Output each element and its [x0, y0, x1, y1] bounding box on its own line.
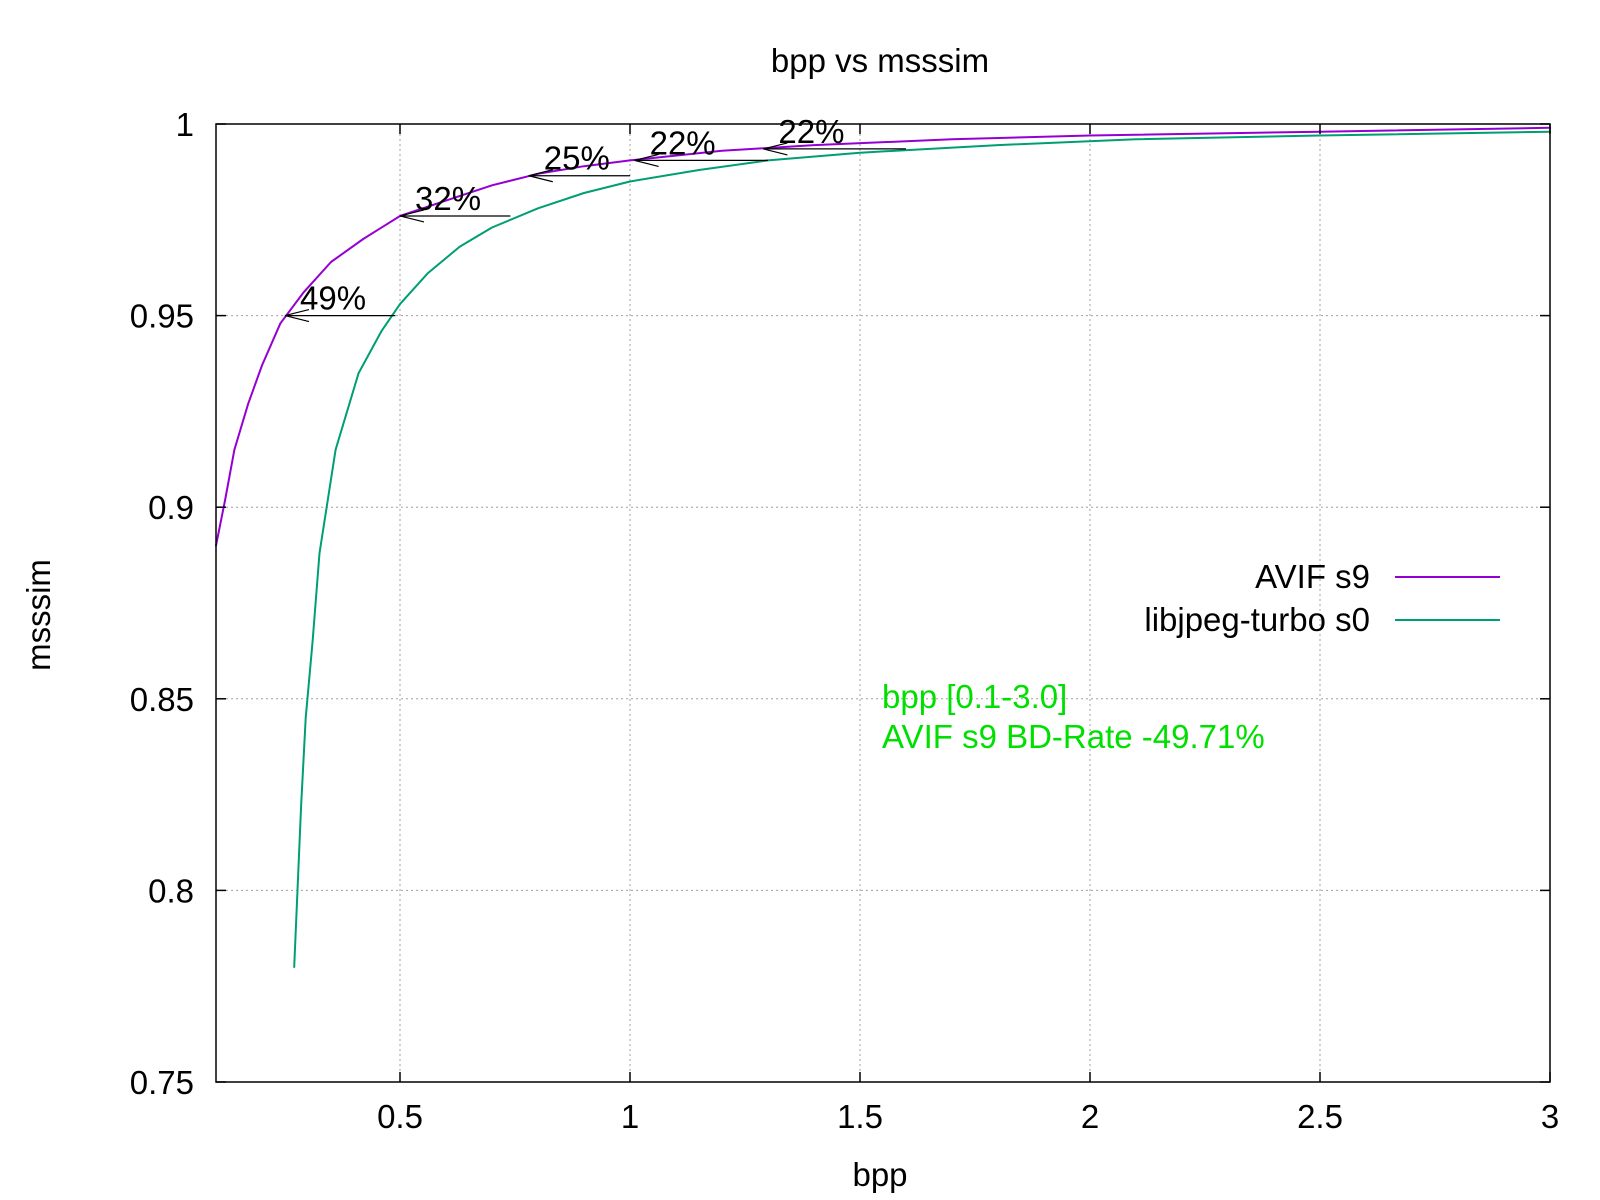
y-tick-label: 0.85	[130, 681, 194, 718]
annotation-4: 22%	[763, 113, 906, 156]
ticks-layer: 0.5 1 1.5 2 2.5 3 0.75 0.8 0.85 0.9 0.95 1	[130, 106, 1559, 1135]
bd-rate-note: bpp [0.1-3.0] AVIF s9 BD-Rate -49.71%	[882, 678, 1265, 755]
annotation-layer: 49% 32% 25% 22% 22%	[284, 113, 906, 323]
series-line-0	[215, 126, 1551, 547]
annotation-label: 32%	[415, 180, 481, 217]
plot-frame	[215, 123, 1551, 1083]
annotation-arrowhead	[528, 169, 553, 183]
y-tick-label: 0.8	[148, 872, 194, 909]
x-tick-label: 1.5	[837, 1098, 883, 1135]
annotation-2: 25%	[528, 140, 630, 183]
x-tick-label: 1	[621, 1098, 639, 1135]
annotation-label: 25%	[544, 140, 610, 177]
y-tick-label: 1	[176, 106, 194, 143]
annotation-arrowhead	[634, 153, 659, 167]
annotation-1: 32%	[399, 180, 511, 223]
legend: AVIF s9 libjpeg-turbo s0	[1144, 558, 1500, 638]
annotation-0: 49%	[284, 280, 396, 323]
grid-layer	[216, 124, 1550, 1082]
chart-title: bpp vs msssim	[771, 42, 989, 79]
annotation-arrowhead	[284, 309, 310, 323]
legend-label-avif: AVIF s9	[1255, 558, 1370, 595]
annotation-arrowhead	[763, 142, 788, 156]
annotation-label: 22%	[650, 124, 716, 161]
legend-label-libjpeg: libjpeg-turbo s0	[1144, 601, 1370, 638]
y-tick-label: 0.9	[148, 489, 194, 526]
x-tick-label: 2	[1081, 1098, 1099, 1135]
note-bpp-range: bpp [0.1-3.0]	[882, 678, 1067, 715]
x-tick-label: 0.5	[377, 1098, 423, 1135]
y-axis-title: msssim	[20, 559, 57, 671]
series-layer	[215, 126, 1551, 968]
y-tick-label: 0.95	[130, 298, 194, 335]
annotation-label: 49%	[300, 280, 366, 317]
annotation-3: 22%	[634, 124, 768, 167]
y-tick-label: 0.75	[130, 1064, 194, 1101]
annotation-arrowhead	[399, 209, 425, 223]
x-axis-title: bpp	[852, 1156, 907, 1193]
x-tick-label: 3	[1541, 1098, 1559, 1135]
note-bd-rate: AVIF s9 BD-Rate -49.71%	[882, 718, 1265, 755]
series-line-1	[293, 130, 1551, 968]
annotation-label: 22%	[778, 113, 844, 150]
x-tick-label: 2.5	[1297, 1098, 1343, 1135]
